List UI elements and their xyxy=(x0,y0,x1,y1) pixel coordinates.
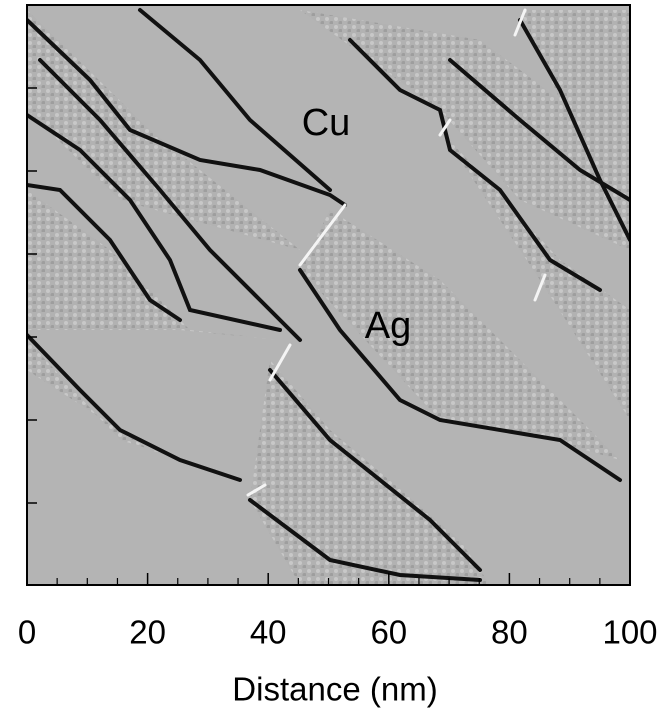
x-tick-label: 0 xyxy=(18,614,36,651)
x-axis-label: Distance (nm) xyxy=(232,671,437,708)
left-ticks xyxy=(27,87,37,504)
stm-image xyxy=(27,5,630,585)
x-tick-label: 40 xyxy=(250,614,287,651)
x-tick-label: 100 xyxy=(602,614,657,651)
x-tick-label: 80 xyxy=(491,614,528,651)
x-tick-label: 20 xyxy=(129,614,166,651)
annotation: Cu xyxy=(302,102,351,144)
x-tick-label: 60 xyxy=(370,614,407,651)
annotation: Ag xyxy=(365,305,411,347)
